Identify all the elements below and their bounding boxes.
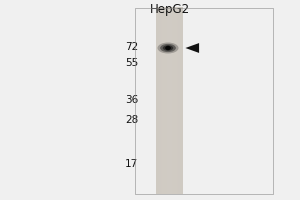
Text: 28: 28 <box>125 115 138 125</box>
Text: 36: 36 <box>125 95 138 105</box>
Ellipse shape <box>163 45 173 51</box>
Text: HepG2: HepG2 <box>149 3 190 17</box>
Bar <box>135 8 273 194</box>
Text: 17: 17 <box>125 159 138 169</box>
Text: 72: 72 <box>125 42 138 52</box>
Ellipse shape <box>158 43 178 53</box>
Text: 55: 55 <box>125 58 138 68</box>
Ellipse shape <box>165 46 171 50</box>
Polygon shape <box>185 43 199 53</box>
Ellipse shape <box>160 44 176 52</box>
Ellipse shape <box>165 46 171 50</box>
